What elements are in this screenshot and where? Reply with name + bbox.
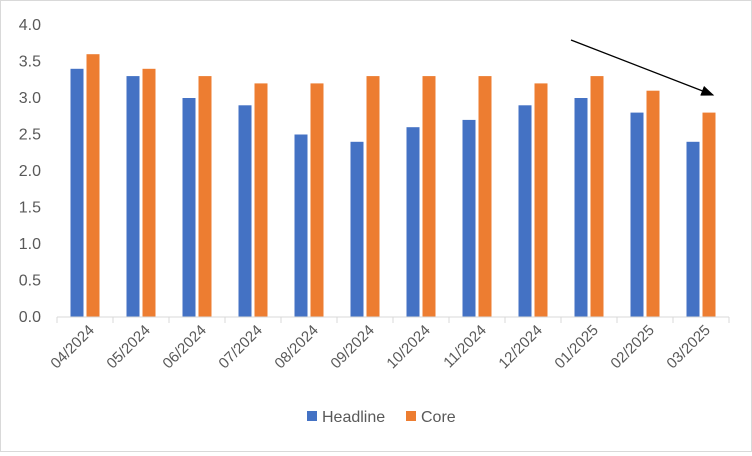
bar-core-12-2024 [534, 83, 548, 318]
bar-headline-12-2024 [518, 105, 532, 317]
legend-swatch-headline [307, 411, 317, 421]
bar-core-04-2024 [86, 54, 100, 317]
y-tick-label: 4.0 [19, 17, 41, 34]
legend-label-core: Core [421, 409, 456, 426]
bar-headline-09-2024 [350, 141, 364, 317]
bar-headline-02-2025 [630, 112, 644, 317]
bar-headline-01-2025 [574, 98, 588, 317]
legend-swatch-core [406, 411, 416, 421]
bar-headline-08-2024 [294, 134, 308, 317]
x-tick-label: 11/2024 [440, 322, 490, 372]
x-tick-label: 01/2025 [551, 322, 601, 372]
y-tick-label: 3.5 [19, 54, 41, 71]
y-tick-label: 3.0 [19, 90, 41, 107]
legend-label-headline: Headline [322, 409, 385, 426]
bar-core-07-2024 [254, 83, 268, 318]
y-tick-label: 2.5 [19, 127, 41, 144]
x-tick-label: 04/2024 [47, 322, 97, 372]
trend-arrow [570, 39, 715, 96]
bar-core-09-2024 [366, 76, 380, 317]
y-tick-label: 1.0 [19, 236, 41, 253]
x-tick-label: 05/2024 [103, 322, 153, 372]
bar-headline-05-2024 [126, 76, 140, 317]
bar-core-05-2024 [142, 68, 156, 317]
bar-core-01-2025 [590, 76, 604, 317]
y-tick-label: 1.5 [19, 200, 41, 217]
bar-headline-07-2024 [238, 105, 252, 317]
bar-core-02-2025 [646, 90, 660, 317]
x-tick-label: 06/2024 [159, 322, 209, 372]
bar-core-10-2024 [422, 76, 436, 317]
bar-core-03-2025 [702, 112, 716, 317]
x-tick-label: 09/2024 [327, 322, 377, 372]
bar-headline-06-2024 [182, 98, 196, 317]
bar-headline-04-2024 [70, 68, 84, 317]
bar-core-06-2024 [198, 76, 212, 317]
bar-core-08-2024 [310, 83, 324, 318]
y-tick-label: 0.0 [19, 309, 41, 326]
x-tick-label: 10/2024 [383, 322, 433, 372]
x-tick-label: 08/2024 [271, 322, 321, 372]
bar-headline-11-2024 [462, 119, 476, 318]
bar-headline-03-2025 [686, 141, 700, 317]
bar-core-11-2024 [478, 76, 492, 317]
x-tick-label: 02/2025 [607, 322, 657, 372]
x-tick-label: 07/2024 [215, 322, 265, 372]
y-tick-label: 0.5 [19, 273, 41, 290]
legend: Headline Core [307, 409, 456, 426]
bar-headline-10-2024 [406, 127, 420, 317]
x-tick-label: 12/2024 [495, 322, 545, 372]
y-tick-label: 2.0 [19, 163, 41, 180]
x-tick-label: 03/2025 [663, 322, 713, 372]
